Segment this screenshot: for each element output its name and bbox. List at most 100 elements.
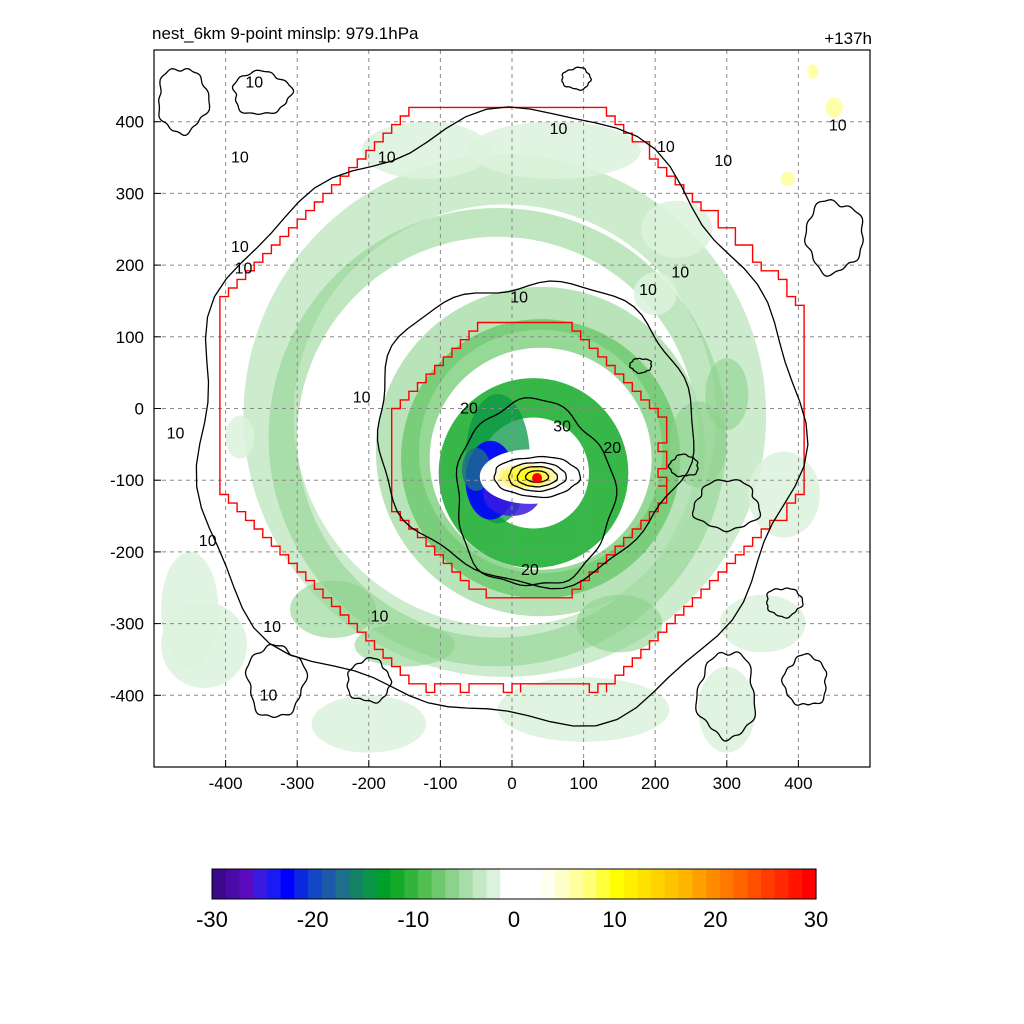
y-axis: 400 300 200 100 0 -100 -200 -300 -400 [110, 113, 161, 705]
colorbar-swatch [225, 869, 241, 899]
colorbar-swatch [486, 869, 501, 899]
outer-nest-boundary [219, 106, 805, 694]
contour-10-cell [158, 67, 211, 137]
contour-10-cell [244, 643, 309, 719]
positive-speck [825, 97, 843, 118]
colorbar-tick-label: -20 [297, 907, 329, 932]
contour-10-cell [695, 651, 757, 742]
colorbar-swatch [678, 869, 694, 899]
forecast-hour-label: +137h [824, 29, 872, 48]
colorbar-swatch [472, 869, 488, 899]
y-tick-label: 300 [116, 184, 144, 203]
colorbar-swatch [445, 869, 460, 899]
colorbar-swatch [266, 869, 282, 899]
colorbar: -30 -20 -10 0 10 20 30 [196, 868, 828, 932]
x-tick-label: -400 [209, 774, 243, 793]
colorbar-tick-label: 30 [804, 907, 828, 932]
contour-10-inner [376, 280, 695, 590]
colorbar-swatch [239, 869, 254, 899]
contour-label: 10 [550, 121, 568, 138]
contour-label: 20 [521, 562, 539, 579]
colorbar-swatch [651, 869, 666, 899]
colorbar-swatch [568, 869, 584, 899]
colorbar-swatch [582, 869, 597, 899]
contour-label: 20 [460, 401, 478, 418]
colorbar-swatch [390, 869, 405, 899]
contour-label: 10 [671, 264, 689, 281]
colorbar-swatch [376, 869, 392, 899]
colorbar-swatch [596, 869, 611, 899]
positive-speck [806, 64, 819, 79]
x-tick-label: 300 [713, 774, 741, 793]
contour-label: 10 [353, 390, 371, 407]
contour-label: 10 [714, 153, 732, 170]
shading-patch [354, 623, 455, 667]
colorbar-swatch [500, 869, 515, 899]
colorbar-swatch [431, 869, 446, 899]
y-tick-label: 400 [116, 113, 144, 132]
contour-label: 10 [167, 426, 185, 443]
colorbar-swatch [719, 869, 735, 899]
colorbar-swatch [788, 869, 803, 899]
contour-label: 10 [199, 533, 217, 550]
contour-10-cell [346, 656, 393, 704]
colorbar-swatch [294, 869, 309, 899]
contour-10-cell [561, 66, 592, 91]
colorbar-swatch [665, 869, 680, 899]
x-tick-label: 200 [641, 774, 669, 793]
positive-speck [780, 171, 795, 187]
x-tick-label: 100 [569, 774, 597, 793]
contour-10-cell [629, 357, 653, 375]
colorbar-swatch [404, 869, 419, 899]
contour-core-3 [524, 470, 550, 484]
colorbar-swatch [541, 869, 556, 899]
shading-patch [161, 551, 219, 667]
colorbar-swatch [308, 869, 323, 899]
storm-center-marker [532, 473, 543, 484]
contour-10-cell [667, 453, 699, 478]
colorbar-swatch [335, 869, 350, 899]
contour-20 [455, 397, 618, 587]
contour-core-1 [508, 461, 567, 493]
x-tick-label: -100 [423, 774, 457, 793]
x-tick-label: 0 [507, 774, 516, 793]
colorbar-swatch [527, 869, 543, 899]
colorbar-tick-label: -30 [196, 907, 228, 932]
contour-label: 30 [553, 418, 571, 435]
contour-label: 10 [510, 289, 528, 306]
plot-area: 10 10 10 10 10 10 10 10 10 10 10 10 10 10 10 10 10 10 20 20… [154, 50, 870, 767]
colorbar-swatch [623, 869, 639, 899]
y-tick-label: 200 [116, 256, 144, 275]
colorbar-tick-label: 20 [703, 907, 727, 932]
shading-patch [669, 401, 727, 488]
colorbar-swatch [706, 869, 721, 899]
contour-lines [158, 66, 864, 742]
colorbar-swatch [280, 869, 295, 899]
shading-patch [748, 451, 820, 538]
contour-10-cell [231, 69, 295, 115]
contour-labels: 10 10 10 10 10 10 10 10 10 10 10 10 10 10 10 10 10 10 20 20… [167, 74, 847, 704]
colorbar-swatch [747, 869, 762, 899]
colorbar-tick-label: 10 [602, 907, 626, 932]
colorbar-swatch [733, 869, 748, 899]
shading-patch [290, 580, 376, 638]
storm-center [532, 473, 543, 484]
colorbar-swatch [637, 869, 652, 899]
contour-core-2 [516, 466, 559, 488]
y-tick-label: -400 [110, 686, 144, 705]
y-tick-label: -300 [110, 615, 144, 634]
contour-label: 10 [231, 150, 249, 167]
shading-patch [640, 200, 713, 258]
contour-label: 10 [263, 619, 281, 636]
eye-yellow [486, 460, 566, 493]
colorbar-swatch [459, 869, 474, 899]
contour-label: 10 [829, 117, 847, 134]
colorbar-tick-label: -10 [397, 907, 429, 932]
shading-patch [225, 415, 255, 459]
contour-label: 10 [245, 74, 263, 91]
contour-label: 10 [260, 687, 278, 704]
colorbar-swatch [555, 869, 570, 899]
colorbar-tick-label: 0 [508, 907, 520, 932]
y-tick-label: 100 [116, 328, 144, 347]
